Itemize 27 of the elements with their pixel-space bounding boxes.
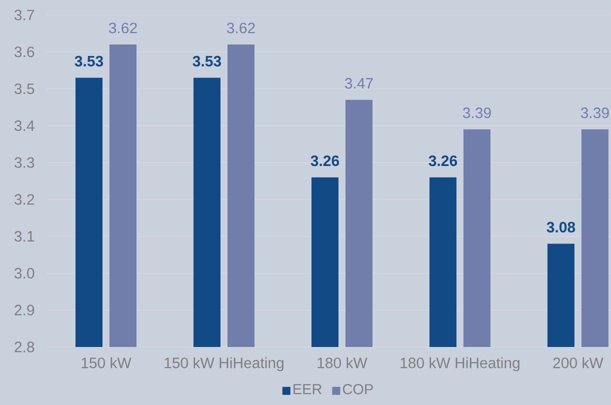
x-tick-label: 180 kW xyxy=(318,357,368,368)
data-label: 3.62 xyxy=(108,22,137,34)
y-tick-label: 3.3 xyxy=(14,157,34,168)
y-tick-label: 3.7 xyxy=(14,10,34,20)
y-tick-label: 2.9 xyxy=(14,304,34,316)
data-label: 3.26 xyxy=(428,155,458,166)
data-label: 3.08 xyxy=(546,222,576,233)
x-tick-label: 200 kW xyxy=(553,357,604,368)
x-tick-label: 180 kW HiHeating xyxy=(400,357,520,372)
y-tick-label: 3.1 xyxy=(14,231,34,242)
data-label: 3.62 xyxy=(226,22,255,34)
x-tick-label: 150 kW HiHeating xyxy=(164,357,284,372)
data-label: 3.53 xyxy=(192,56,222,67)
y-tick-label: 3.2 xyxy=(14,194,34,205)
data-label: 3.39 xyxy=(580,108,609,118)
legend-label: EER xyxy=(294,384,322,394)
y-tick-label: 3.5 xyxy=(14,83,34,94)
y-tick-label: 3.0 xyxy=(14,268,34,279)
data-label: 3.39 xyxy=(462,108,491,118)
data-label: 3.53 xyxy=(74,56,104,67)
data-label: 3.26 xyxy=(310,155,340,166)
data-label: 3.47 xyxy=(344,78,373,89)
legend-label: COP xyxy=(342,384,373,394)
x-tick-label: 150 kW xyxy=(82,357,132,368)
y-tick-label: 2.8 xyxy=(14,342,34,352)
y-tick-label: 3.4 xyxy=(14,120,34,131)
y-tick-label: 3.6 xyxy=(14,46,34,58)
